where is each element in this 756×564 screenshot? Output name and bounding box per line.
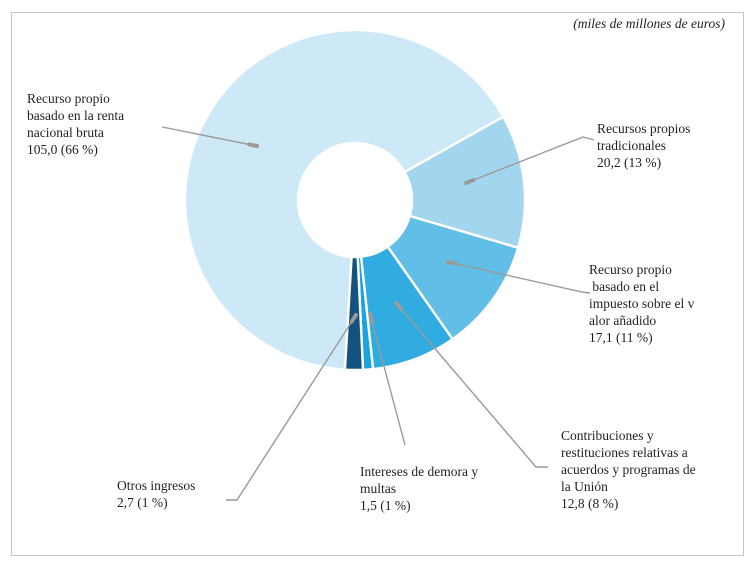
leader-tip-gni bbox=[247, 142, 259, 148]
pie-slice-other bbox=[343, 255, 365, 372]
leader-tip-contributions bbox=[394, 301, 404, 312]
slice-label-interest: Intereses de demora y multas 1,5 (1 %) bbox=[360, 464, 479, 513]
pie-slice-gni bbox=[183, 28, 505, 371]
leader-line-contributions bbox=[395, 302, 548, 468]
figure-frame bbox=[11, 12, 744, 556]
leader-line-interest bbox=[369, 313, 406, 446]
leader-line-traditional bbox=[465, 136, 595, 184]
slice-label-traditional: Recursos propios tradicionales 20,2 (13 … bbox=[597, 121, 691, 170]
leader-tip-vat bbox=[446, 260, 458, 266]
leader-line-other bbox=[226, 314, 357, 501]
leader-tip-other bbox=[349, 313, 358, 324]
leader-tip-traditional bbox=[464, 178, 476, 185]
unit-note: (miles de millones de euros) bbox=[573, 16, 725, 31]
leader-lines bbox=[161, 126, 595, 501]
slice-label-vat: Recurso propio basado en el impuesto sob… bbox=[589, 262, 695, 345]
slice-label-contributions: Contribuciones y restituciones relativas… bbox=[561, 428, 696, 511]
slice-label-other: Otros ingresos 2,7 (1 %) bbox=[117, 478, 196, 510]
leader-line-vat bbox=[447, 261, 591, 294]
leader-line-gni bbox=[161, 126, 258, 147]
pie-slices bbox=[183, 28, 527, 372]
slice-label-gni: Recurso propio basado en la renta nacion… bbox=[27, 91, 125, 157]
leader-tip-interest bbox=[368, 312, 375, 324]
